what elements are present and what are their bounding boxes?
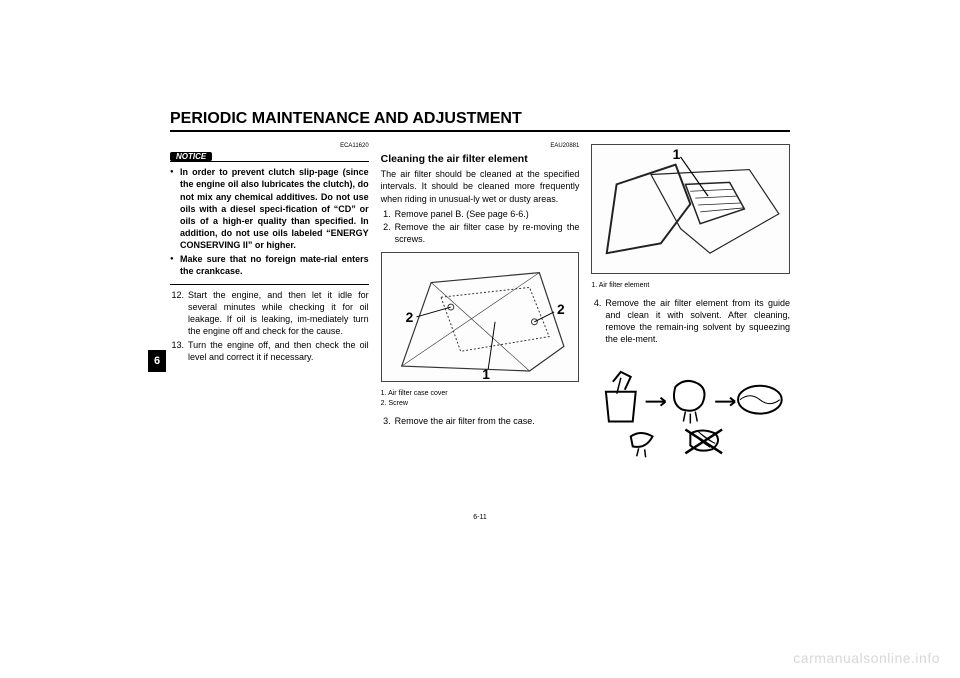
step-item: 1. Remove panel B. (See page 6-6.) [381,208,580,220]
page-title: PERIODIC MAINTENANCE AND ADJUSTMENT [170,110,790,132]
doc-code: EAU20881 [381,142,580,150]
intro-text: The air filter should be cleaned at the … [381,168,580,204]
callout-1: 1 [673,147,681,162]
watermark: carmanualsonline.info [793,650,940,666]
column-3: 1 1. Air filter element 4. Remove the ai… [591,142,790,469]
step-item: 4. Remove the air filter element from it… [591,297,790,346]
step-number: 13. [170,339,188,363]
step-text: Start the engine, and then let it idle f… [188,289,369,338]
step-item: 3. Remove the air filter from the case. [381,415,580,427]
figure-air-filter-case: 2 2 1 [381,252,580,382]
column-2: EAU20881 Cleaning the air filter element… [381,142,580,469]
notice-bullets: In order to prevent clutch slip-page (si… [170,166,369,284]
step-item: 12. Start the engine, and then let it id… [170,289,369,338]
figure-caption: 1. Air filter case cover 2. Screw [381,389,580,409]
column-1: ECA11620 NOTICE In order to prevent clut… [170,142,369,469]
step-number: 4. [591,297,605,346]
callout-1: 1 [482,367,490,382]
step-text: Remove the air filter element from its g… [605,297,790,346]
columns: ECA11620 NOTICE In order to prevent clut… [170,142,790,469]
bullet-item: Make sure that no foreign mate-rial ente… [170,253,369,277]
bullet-item: In order to prevent clutch slip-page (si… [170,166,369,251]
caption-line: 1. Air filter case cover [381,389,580,399]
notice-row: NOTICE [170,152,369,162]
notice-badge: NOTICE [170,152,212,161]
step-list: 3. Remove the air filter from the case. [381,415,580,427]
caption-line: 2. Screw [381,399,580,409]
step-list: 1. Remove panel B. (See page 6-6.) 2. Re… [381,208,580,245]
step-list: 4. Remove the air filter element from it… [591,297,790,346]
step-text: Remove panel B. (See page 6-6.) [395,208,580,220]
step-number: 1. [381,208,395,220]
step-text: Turn the engine off, and then check the … [188,339,369,363]
callout-2-left: 2 [405,310,413,325]
step-number: 3. [381,415,395,427]
callout-2-right: 2 [557,302,565,317]
step-item: 2. Remove the air filter case by re-movi… [381,221,580,245]
step-text: Remove the air filter from the case. [395,415,580,427]
figure-caption: 1. Air filter element [591,281,790,291]
page-content: PERIODIC MAINTENANCE AND ADJUSTMENT ECA1… [170,110,790,469]
chapter-tab: 6 [148,350,166,372]
section-title: Cleaning the air filter element [381,152,580,166]
page-number: 6-11 [170,514,790,521]
figure-air-filter-element: 1 [591,144,790,274]
doc-code: ECA11620 [170,142,369,150]
step-text: Remove the air filter case by re-moving … [395,221,580,245]
step-list: 12. Start the engine, and then let it id… [170,289,369,364]
step-number: 2. [381,221,395,245]
figure-cleaning-steps [591,352,790,461]
step-item: 13. Turn the engine off, and then check … [170,339,369,363]
step-number: 12. [170,289,188,338]
